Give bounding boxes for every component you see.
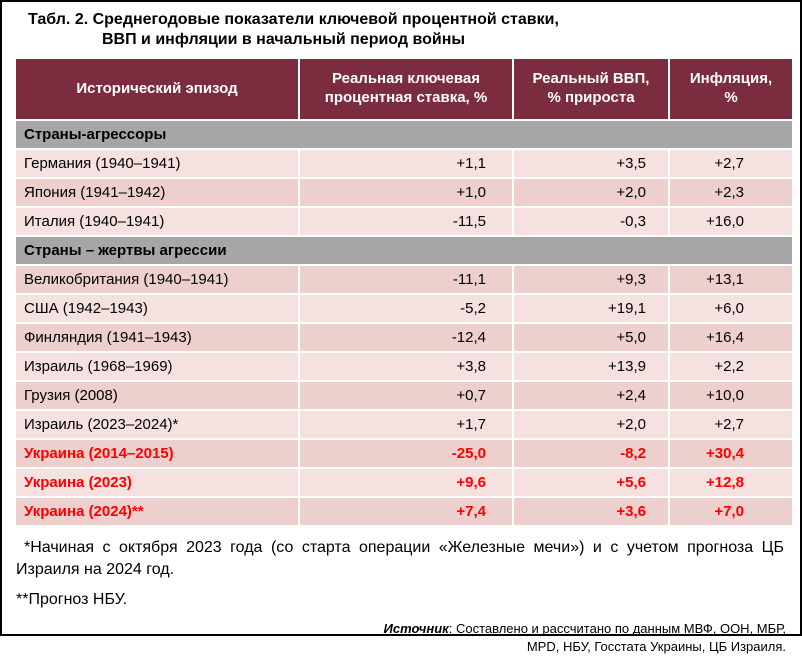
section-row: Страны-агрессоры	[14, 118, 794, 150]
table-row: Великобритания (1940–1941) -11,1 +9,3 +13,1	[14, 263, 794, 295]
episode-cell: Израиль (1968–1969)	[14, 350, 300, 382]
episode-cell: Германия (1940–1941)	[14, 147, 300, 179]
inflation-cell: +7,0	[668, 495, 794, 527]
episode-cell: Украина (2024)**	[14, 495, 300, 527]
gdp-cell: +5,6	[512, 466, 670, 498]
gdp-cell: +3,6	[512, 495, 670, 527]
rate-cell: -11,1	[298, 263, 514, 295]
table-row: Израиль (2023–2024)* +1,7 +2,0 +2,7	[14, 408, 794, 440]
section-row: Страны – жертвы агрессии	[14, 234, 794, 266]
source-text: : Составлено и рассчитано по данным МВФ,…	[448, 620, 786, 654]
source-note: Источник: Составлено и рассчитано по дан…	[374, 620, 787, 656]
header-rate: Реальная ключевая процентная ставка, %	[298, 56, 514, 121]
gdp-cell: +19,1	[512, 292, 670, 324]
rate-cell: +9,6	[298, 466, 514, 498]
footnote-israel: *Начиная с октября 2023 года (со старта …	[16, 538, 784, 579]
table-row: Германия (1940–1941) +1,1 +3,5 +2,7	[14, 147, 794, 179]
table-body: Страны-агрессоры Германия (1940–1941) +1,1…	[14, 118, 794, 527]
table-row: Израиль (1968–1969) +3,8 +13,9 +2,2	[14, 350, 794, 382]
episode-cell: Украина (2023)	[14, 466, 300, 498]
inflation-cell: +2,3	[668, 176, 794, 208]
episode-cell: Япония (1941–1942)	[14, 176, 300, 208]
section-label: Страны – жертвы агрессии	[14, 234, 794, 266]
header-episode: Исторический эпизод	[14, 56, 300, 121]
inflation-cell: +30,4	[668, 437, 794, 469]
gdp-cell: +5,0	[512, 321, 670, 353]
table-header: Исторический эпизод Реальная ключевая пр…	[14, 56, 794, 121]
rate-cell: -12,4	[298, 321, 514, 353]
rate-cell: -5,2	[298, 292, 514, 324]
table-row: Украина (2014–2015) -25,0 -8,2 +30,4	[14, 437, 794, 469]
gdp-cell: -0,3	[512, 205, 670, 237]
inflation-cell: +2,2	[668, 350, 794, 382]
header-inflation: Инфляция, %	[668, 56, 794, 121]
inflation-cell: +16,4	[668, 321, 794, 353]
gdp-cell: +9,3	[512, 263, 670, 295]
source-label: Источник	[383, 620, 449, 636]
episode-cell: Израиль (2023–2024)*	[14, 408, 300, 440]
gdp-cell: +13,9	[512, 350, 670, 382]
section-label: Страны-агрессоры	[14, 118, 794, 150]
gdp-cell: +2,0	[512, 408, 670, 440]
episode-cell: Финляндия (1941–1943)	[14, 321, 300, 353]
table-row: Украина (2023) +9,6 +5,6 +12,8	[14, 466, 794, 498]
episode-cell: Италия (1940–1941)	[14, 205, 300, 237]
episode-cell: Великобритания (1940–1941)	[14, 263, 300, 295]
rate-cell: -25,0	[298, 437, 514, 469]
table-row: США (1942–1943) -5,2 +19,1 +6,0	[14, 292, 794, 324]
table-caption-line2: ВВП и инфляции в начальный период войны	[102, 31, 466, 49]
table-row: Италия (1940–1941) -11,5 -0,3 +16,0	[14, 205, 794, 237]
inflation-cell: +12,8	[668, 466, 794, 498]
episode-cell: Грузия (2008)	[14, 379, 300, 411]
footnote-nbu: **Прогноз НБУ.	[16, 590, 128, 608]
gdp-cell: -8,2	[512, 437, 670, 469]
rate-cell: -11,5	[298, 205, 514, 237]
table-row: Япония (1941–1942) +1,0 +2,0 +2,3	[14, 176, 794, 208]
gdp-cell: +3,5	[512, 147, 670, 179]
gdp-cell: +2,4	[512, 379, 670, 411]
rate-cell: +1,1	[298, 147, 514, 179]
table-row: Грузия (2008) +0,7 +2,4 +10,0	[14, 379, 794, 411]
rate-cell: +3,8	[298, 350, 514, 382]
table-caption: Табл. 2. Среднегодовые показатели ключев…	[28, 10, 786, 51]
rate-cell: +0,7	[298, 379, 514, 411]
episode-cell: США (1942–1943)	[14, 292, 300, 324]
inflation-cell: +6,0	[668, 292, 794, 324]
table-row: Украина (2024)** +7,4 +3,6 +7,0	[14, 495, 794, 527]
inflation-cell: +2,7	[668, 408, 794, 440]
header-gdp: Реальный ВВП, % прироста	[512, 56, 670, 121]
table-caption-line1: Табл. 2. Среднегодовые показатели ключев…	[28, 11, 559, 28]
gdp-cell: +2,0	[512, 176, 670, 208]
rate-cell: +1,7	[298, 408, 514, 440]
episode-cell: Украина (2014–2015)	[14, 437, 300, 469]
table-row: Финляндия (1941–1943) -12,4 +5,0 +16,4	[14, 321, 794, 353]
indicators-table: Исторический эпизод Реальная ключевая пр…	[14, 56, 794, 527]
rate-cell: +7,4	[298, 495, 514, 527]
rate-cell: +1,0	[298, 176, 514, 208]
inflation-cell: +10,0	[668, 379, 794, 411]
inflation-cell: +16,0	[668, 205, 794, 237]
header-row: Исторический эпизод Реальная ключевая пр…	[14, 56, 794, 121]
inflation-cell: +2,7	[668, 147, 794, 179]
inflation-cell: +13,1	[668, 263, 794, 295]
